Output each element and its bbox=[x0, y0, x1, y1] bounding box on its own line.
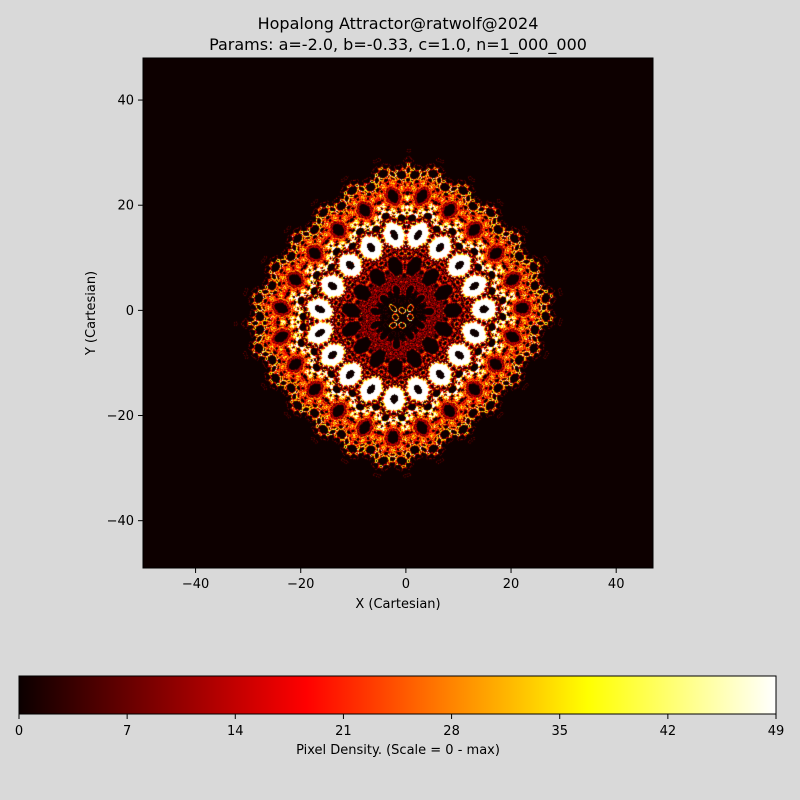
colorbar-tick-label: 7 bbox=[123, 724, 131, 739]
y-tick-label: 20 bbox=[117, 199, 134, 214]
y-tick-label: 40 bbox=[117, 94, 134, 109]
colorbar-tick-label: 49 bbox=[768, 724, 785, 739]
chart-title: Hopalong Attractor@ratwolf@2024 bbox=[258, 14, 539, 33]
x-tick-label: 40 bbox=[608, 577, 625, 592]
colorbar-ticks: 0 7 14 21 28 35 42 49 bbox=[15, 714, 784, 739]
plot-frame bbox=[142, 57, 654, 569]
colorbar-tick-label: 28 bbox=[443, 724, 460, 739]
y-axis-label: Y (Cartesian) bbox=[84, 271, 99, 356]
density-image-container bbox=[143, 58, 653, 568]
y-tick-label: 0 bbox=[126, 304, 134, 319]
plot-area: −40 −20 0 20 40 −40 −20 0 20 40 bbox=[107, 57, 654, 592]
x-tick-label: 0 bbox=[402, 577, 410, 592]
x-axis-label: X (Cartesian) bbox=[355, 597, 440, 612]
x-axis: −40 −20 0 20 40 bbox=[182, 568, 625, 592]
colorbar-tick-label: 42 bbox=[660, 724, 677, 739]
colorbar-label: Pixel Density. (Scale = 0 - max) bbox=[296, 743, 500, 758]
x-tick-label: −40 bbox=[182, 577, 209, 592]
colorbar-tick-label: 21 bbox=[335, 724, 352, 739]
density-image bbox=[143, 58, 653, 568]
y-axis: −40 −20 0 20 40 bbox=[107, 94, 143, 529]
colorbar-tick-label: 35 bbox=[551, 724, 568, 739]
colorbar-bar bbox=[18, 675, 777, 715]
colorbar: 0 7 14 21 28 35 42 49 Pixel Density. (Scale = 0… bbox=[15, 675, 784, 758]
colorbar-tick-label: 0 bbox=[15, 724, 23, 739]
x-tick-label: −20 bbox=[287, 577, 314, 592]
y-tick-label: −40 bbox=[107, 514, 134, 529]
x-tick-label: 20 bbox=[503, 577, 520, 592]
y-tick-label: −20 bbox=[107, 409, 134, 424]
chart-subtitle: Params: a=-2.0, b=-0.33, c=1.0, n=1_000_… bbox=[209, 35, 587, 55]
colorbar-tick-label: 14 bbox=[227, 724, 244, 739]
